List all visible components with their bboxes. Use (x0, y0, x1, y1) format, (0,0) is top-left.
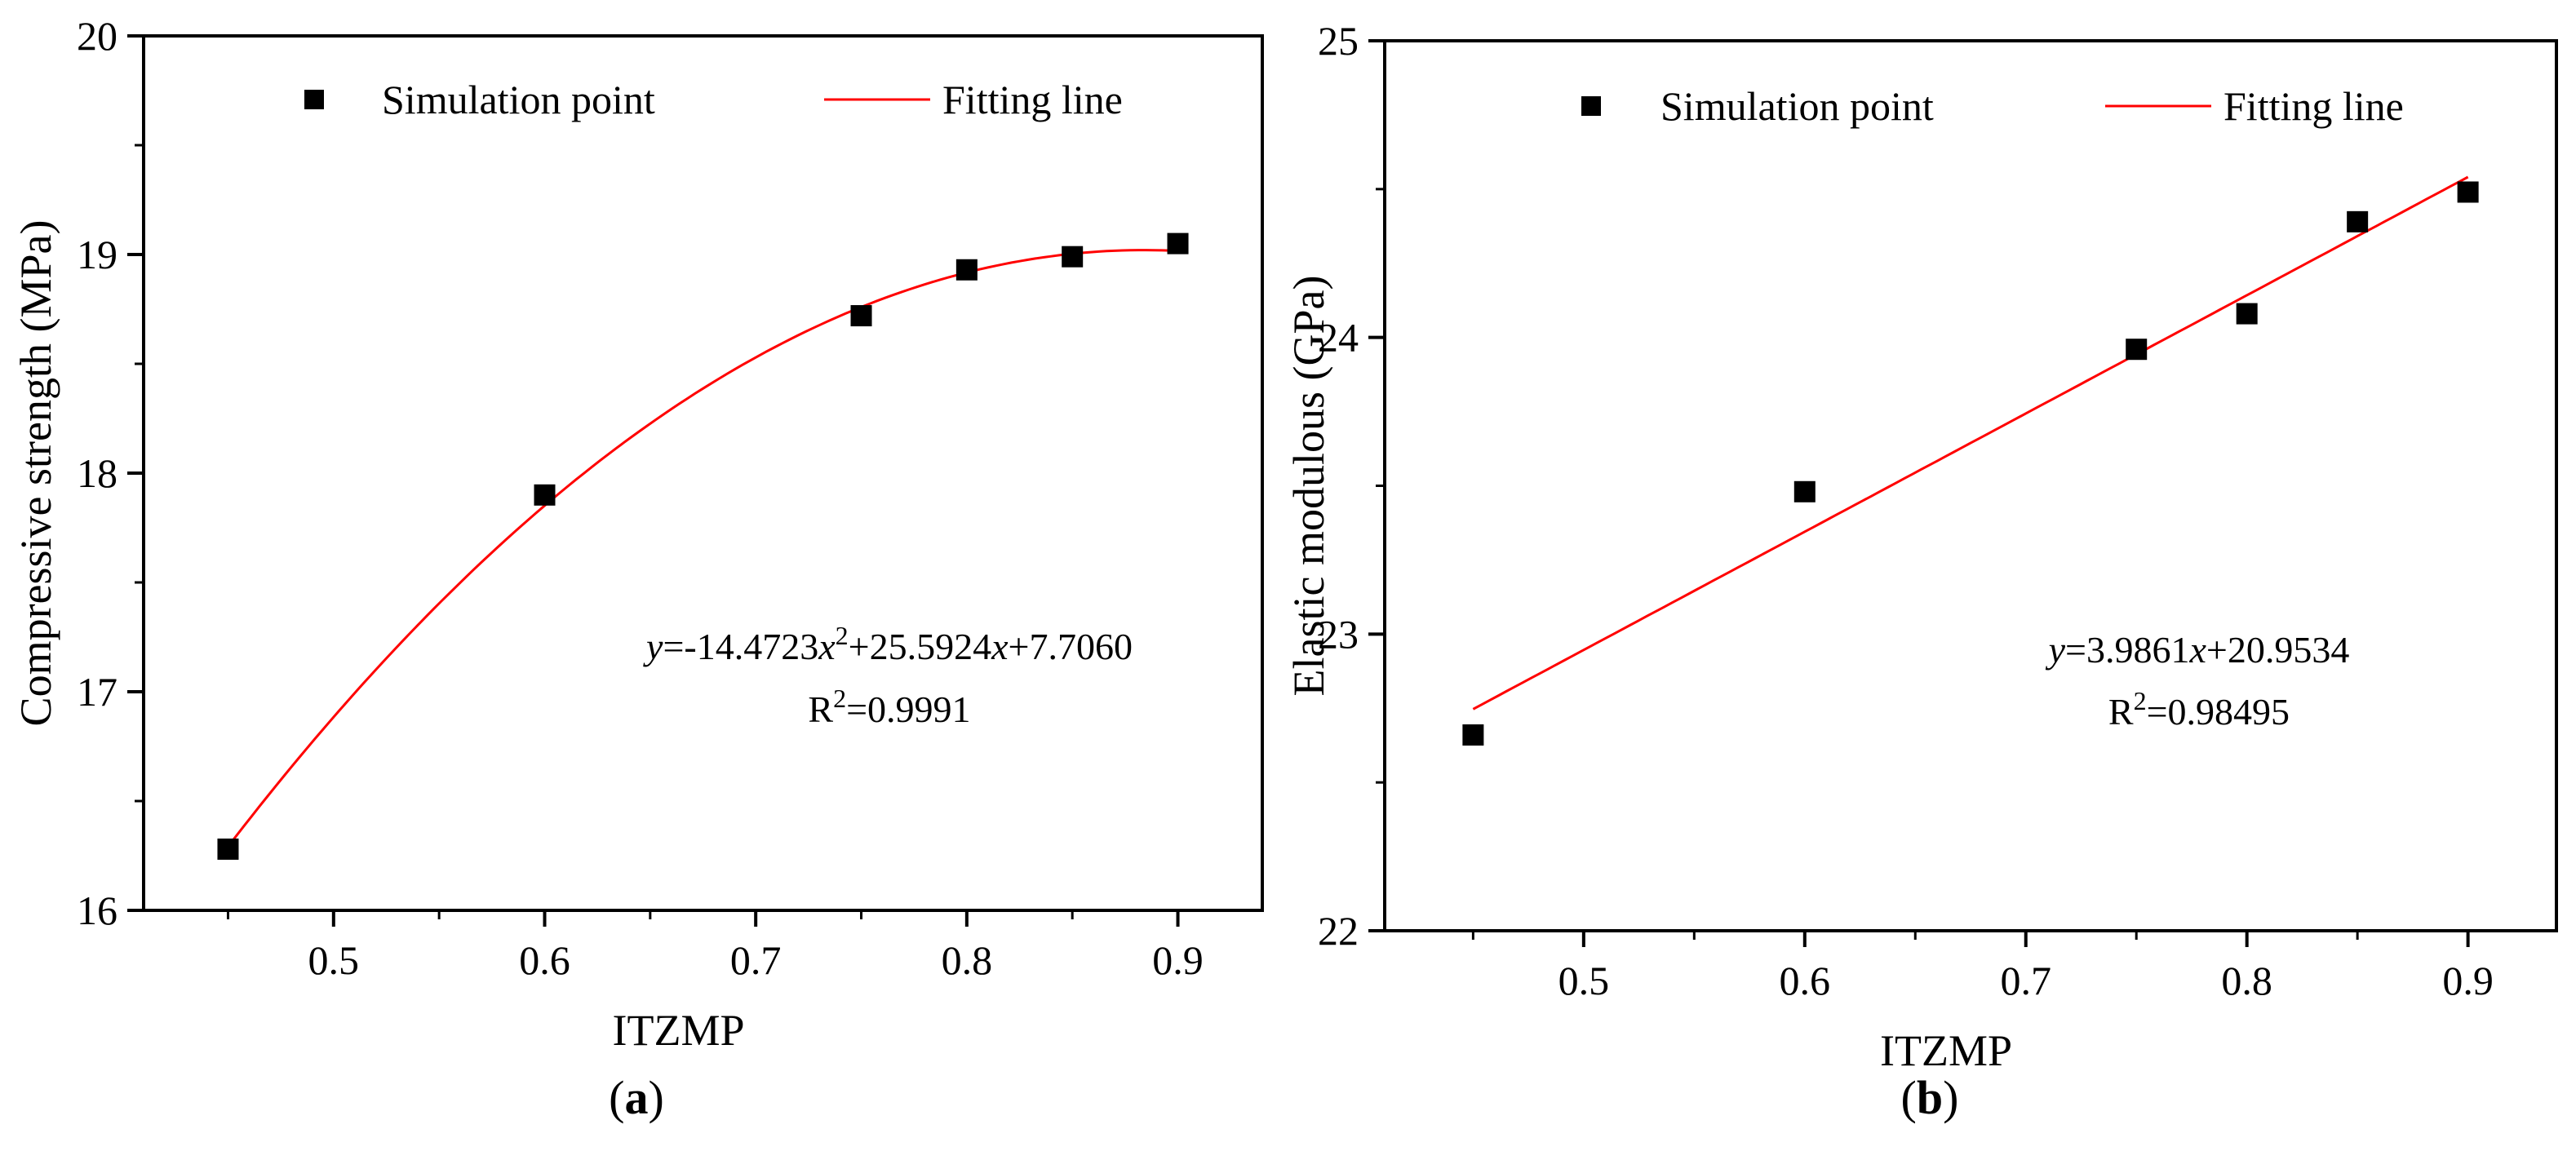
fit-equation: y=3.9861x+20.9534 (2046, 629, 2350, 671)
simulation-point (217, 838, 239, 860)
legend: Simulation point Fitting line (304, 77, 1123, 122)
fitting-line (1472, 175, 2469, 711)
y-tick-label: 19 (77, 232, 117, 277)
x-tick-label: 0.7 (730, 937, 782, 983)
legend-label-simulation: Simulation point (1660, 83, 1934, 129)
y-tick-label: 22 (1318, 908, 1359, 954)
x-tick-label: 0.8 (2221, 958, 2272, 1003)
panel-label: (a) (609, 1071, 664, 1124)
simulation-point (2347, 210, 2369, 232)
x-axis-title: ITZMP (1880, 1026, 2012, 1075)
y-axis-title: Compressive strength (MPa) (11, 220, 60, 727)
y-tick-label: 16 (77, 888, 117, 933)
y-tick-label: 20 (77, 13, 117, 59)
x-tick-label: 0.6 (1780, 958, 1831, 1003)
x-tick-label: 0.6 (519, 937, 570, 983)
x-tick-label: 0.7 (2000, 958, 2051, 1003)
simulation-point (2457, 181, 2479, 203)
chart-panel-b: 0.5 0.6 0.7 0.8 0.9 22 23 24 25 ITZMP Elastic modu… (1284, 18, 2558, 1124)
legend-label-simulation: Simulation point (382, 77, 655, 122)
plot-frame (142, 34, 1264, 912)
chart-panel-a: 0.5 0.6 0.7 0.8 0.9 16 17 18 19 20 ITZMP Compressiv… (11, 13, 1264, 1124)
y-tick-label: 24 (1318, 315, 1359, 361)
y-axis-title: Elastic modulous (GPa) (1284, 276, 1333, 697)
panel-label: (b) (1901, 1071, 1959, 1124)
legend-label-fitting: Fitting line (942, 77, 1123, 122)
x-tick-label: 0.9 (2442, 958, 2494, 1003)
y-tick-label: 17 (77, 669, 117, 715)
simulation-point (850, 305, 872, 327)
plot-frame (1383, 39, 2558, 932)
y-tick-label: 23 (1318, 611, 1359, 657)
simulation-point (534, 484, 556, 506)
x-tick-label: 0.9 (1152, 937, 1204, 983)
x-tick-label: 0.8 (942, 937, 993, 983)
simulation-point (1167, 232, 1189, 255)
legend-label-fitting: Fitting line (2224, 83, 2404, 129)
y-tick-label: 18 (77, 450, 117, 496)
legend: Simulation point Fitting line (1581, 83, 2404, 129)
simulation-point (2236, 303, 2258, 325)
legend-marker-simulation (1581, 96, 1601, 116)
r-squared: R2=0.9991 (808, 684, 970, 730)
legend-marker-simulation (304, 90, 324, 109)
simulation-point (1793, 480, 1816, 502)
x-axis-title: ITZMP (613, 1006, 745, 1055)
fit-equation: y=-14.4723x2+25.5924x+7.7060 (643, 621, 1133, 667)
y-tick-label: 25 (1318, 18, 1359, 64)
simulation-point (955, 259, 978, 281)
fitting-line (227, 249, 1178, 848)
simulation-point (2126, 339, 2148, 361)
x-tick-label: 0.5 (1558, 958, 1610, 1003)
simulation-point (1062, 246, 1084, 268)
simulation-point (1462, 724, 1484, 746)
r-squared: R2=0.98495 (2108, 686, 2290, 733)
x-tick-label: 0.5 (308, 937, 360, 983)
